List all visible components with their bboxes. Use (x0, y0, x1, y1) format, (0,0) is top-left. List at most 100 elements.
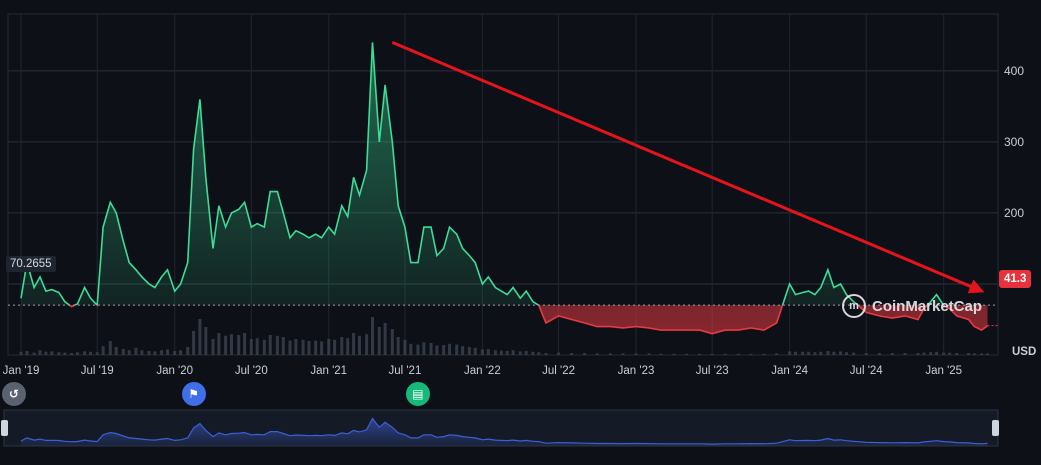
x-tick-label: Jan '19 (3, 365, 40, 377)
volume-bar (230, 334, 234, 355)
volume-bar (166, 349, 170, 355)
volume-bar (557, 352, 561, 355)
volume-bar (844, 352, 848, 355)
volume-bar (50, 351, 54, 355)
baseline-price-label: 70.2655 (6, 256, 56, 272)
volume-bar (967, 353, 971, 355)
volume-bar (224, 335, 228, 355)
history-icon[interactable]: ↺ (1, 382, 26, 406)
x-tick-label: Jul '19 (81, 365, 114, 377)
volume-bar (365, 334, 369, 355)
x-tick-label: Jan '24 (771, 365, 808, 377)
price-line-above (20, 42, 945, 306)
coinmarketcap-watermark: m CoinMarketCap (842, 294, 982, 318)
volume-bar (63, 352, 67, 355)
document-icon[interactable]: ▤ (405, 382, 430, 406)
volume-bar (153, 351, 157, 355)
volume-bar (409, 343, 413, 355)
volume-bar (890, 353, 894, 355)
volume-bar (710, 353, 714, 355)
volume-bar (839, 351, 843, 355)
x-tick-label: Jan '21 (310, 365, 347, 377)
volume-bar (57, 352, 61, 355)
volume-bar (929, 352, 933, 355)
volume-bar (314, 340, 318, 355)
x-tick-label: Jul '23 (696, 365, 729, 377)
volume-bar (903, 353, 907, 355)
volume-bar (749, 353, 753, 355)
volume-bar (762, 353, 766, 355)
volume-bar (788, 351, 792, 355)
volume-bar (333, 339, 337, 355)
volume-bar (922, 352, 926, 355)
volume-bar (127, 350, 131, 355)
x-tick-label: Jan '23 (618, 365, 655, 377)
volume-bar (281, 337, 285, 355)
volume-bar (583, 353, 587, 355)
volume-bar (140, 350, 144, 355)
volume-bar (877, 353, 881, 355)
volume-bar (217, 333, 221, 355)
volume-bar (19, 351, 23, 355)
volume-bar (377, 327, 381, 355)
volume-bar (173, 351, 177, 355)
volume-bar (416, 344, 420, 355)
volume-bar (511, 350, 515, 355)
volume-bar (807, 351, 811, 355)
volume-bar (89, 351, 92, 355)
volume-bar (505, 351, 509, 355)
volume-bar (70, 353, 74, 355)
volume-bar (524, 351, 528, 355)
volume-bar (249, 339, 253, 355)
last-price-label: 41.3 (999, 270, 1032, 288)
volume-bar (955, 353, 959, 355)
volume-bar (544, 353, 548, 355)
x-tick-label: Jul '20 (235, 365, 268, 377)
volume-bar (916, 353, 920, 355)
area-below-baseline (21, 305, 988, 334)
flag-icon[interactable]: ⚑ (181, 382, 206, 406)
y-tick-label: 200 (1004, 206, 1024, 220)
volume-bar (346, 338, 350, 355)
volume-bar (108, 341, 112, 355)
volume-bar (473, 347, 477, 355)
volume-bar (262, 339, 266, 355)
volume-bar (852, 352, 856, 355)
volume-bar (518, 351, 522, 355)
volume-bar (634, 353, 638, 355)
volume-bar (211, 339, 215, 355)
volume-bar (121, 349, 125, 355)
x-tick-label: Jul '24 (850, 365, 883, 377)
volume-bar (819, 351, 823, 355)
volume-bar (621, 353, 625, 355)
volume-bar (736, 353, 740, 355)
volume-bar (455, 344, 459, 355)
volume-bar (948, 352, 952, 355)
volume-bar (301, 339, 305, 355)
volume-bar (390, 329, 394, 355)
volume-bar (595, 353, 599, 355)
volume-bar (371, 317, 375, 355)
volume-bar (83, 351, 87, 355)
volume-bar (685, 353, 689, 355)
volume-bar (985, 353, 989, 355)
volume-bar (357, 335, 361, 355)
navigator-handle-left[interactable] (1, 420, 8, 436)
volume-bar (320, 341, 324, 355)
navigator-handle-right[interactable] (992, 420, 999, 436)
area-above-baseline (21, 42, 944, 306)
volume-bar (659, 353, 663, 355)
volume-bar (198, 319, 202, 355)
navigator-area (21, 418, 988, 446)
coinmarketcap-logo-icon: m (842, 294, 866, 318)
volume-bar (801, 351, 805, 355)
currency-unit-label: USD (1012, 346, 1037, 358)
volume-bar (429, 343, 433, 355)
volume-bar (698, 353, 702, 355)
volume-bar (396, 337, 400, 355)
plot-frame (7, 13, 999, 356)
y-tick-label: 400 (1004, 64, 1024, 78)
volume-bar (980, 353, 984, 355)
